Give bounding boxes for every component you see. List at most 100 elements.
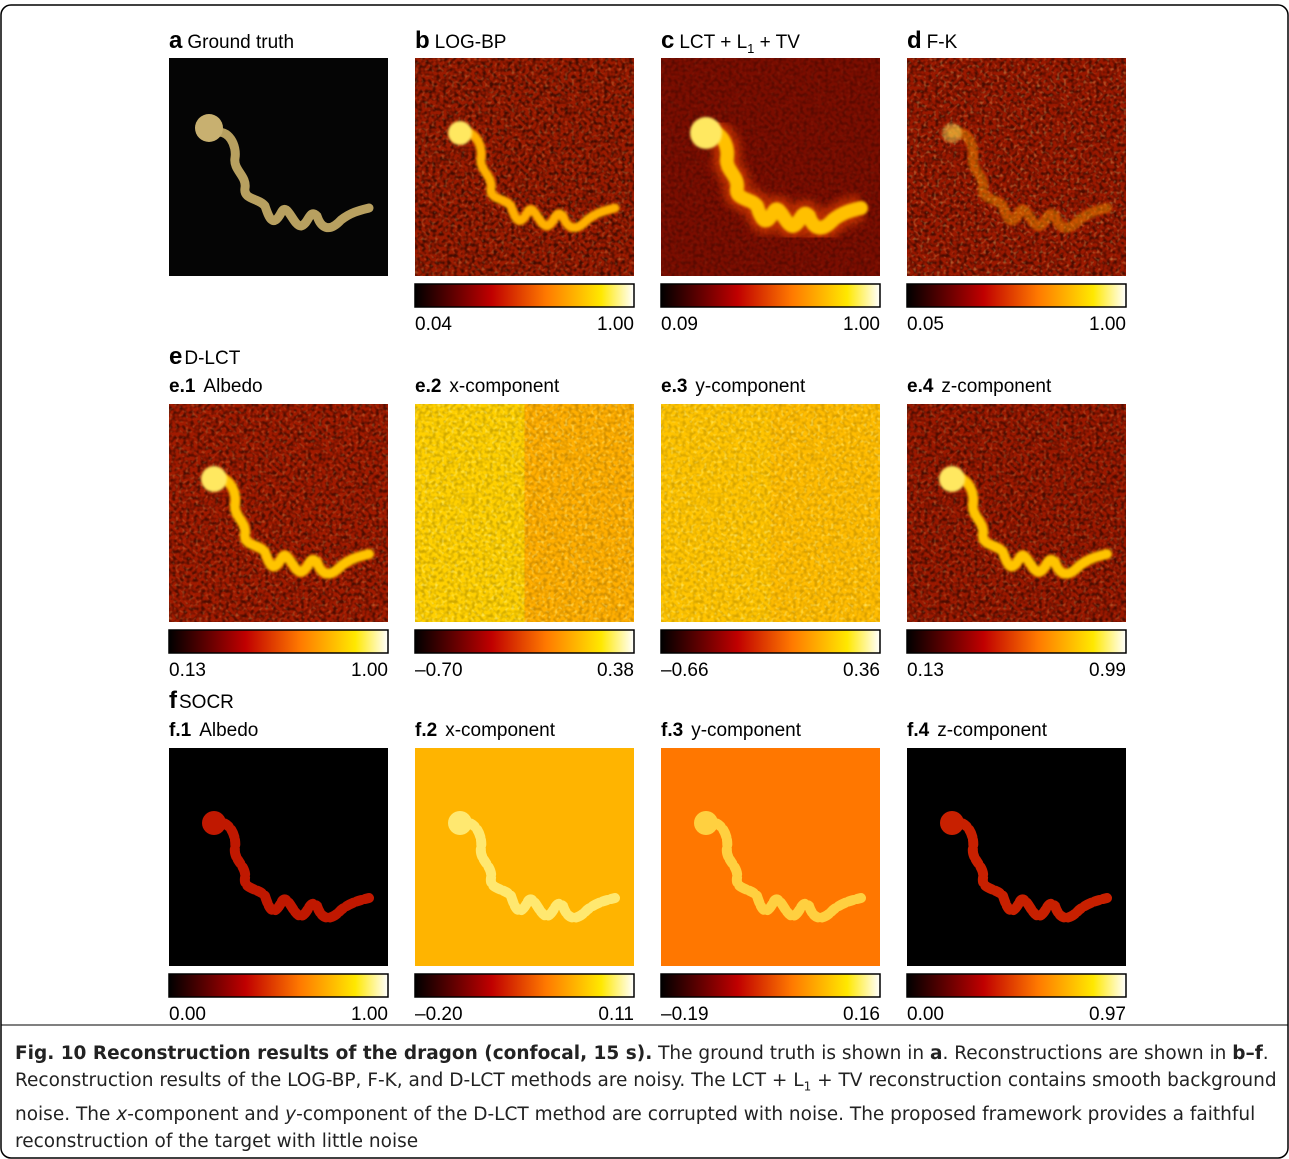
colorbar xyxy=(661,630,880,653)
colorbar-max-label: 1.00 xyxy=(843,314,880,335)
subpanel-label: f.4 xyxy=(907,720,930,741)
subpanel-title-text: x-component xyxy=(449,376,560,397)
image-noise xyxy=(661,404,880,622)
image xyxy=(907,748,1126,966)
image xyxy=(169,58,388,276)
subpanel-title: e.1 Albedo xyxy=(169,376,263,397)
caption-label: Fig. 10 Reconstruction results of the dr… xyxy=(15,1043,652,1064)
panel-title-sub: 1 xyxy=(747,41,754,56)
image-background xyxy=(661,748,880,966)
image xyxy=(907,404,1126,622)
colorbar xyxy=(415,630,634,653)
caption-text: b–f xyxy=(1232,1043,1263,1064)
subpanel-label: e.4 xyxy=(907,376,934,397)
colorbar-min-label: –0.66 xyxy=(661,660,709,681)
panel-letter: c xyxy=(661,27,674,54)
colorbar-max-label: 0.11 xyxy=(598,1004,634,1025)
image xyxy=(169,404,388,622)
caption-text: The ground truth is shown in xyxy=(652,1043,930,1064)
subpanel-title: e.3 y-component xyxy=(661,376,806,397)
colorbar-max-label: 1.00 xyxy=(597,314,634,335)
image-noise xyxy=(415,58,634,276)
colorbar-max-label: 0.36 xyxy=(843,660,880,681)
image-background xyxy=(907,748,1126,966)
colorbar-min-label: 0.13 xyxy=(907,660,944,681)
colorbar-min-label: 0.04 xyxy=(415,314,452,335)
image xyxy=(415,748,634,966)
page: aGround truthbLOG-BP0.041.00cLCT + L1 + … xyxy=(0,0,1289,1159)
colorbar-max-label: 0.16 xyxy=(843,1004,880,1025)
target-head xyxy=(942,123,962,143)
panel-title-text: Ground truth xyxy=(187,32,294,53)
colorbar-max-label: 0.38 xyxy=(597,660,634,681)
subpanel-title-text: z-component xyxy=(937,720,1048,741)
colorbar xyxy=(907,974,1126,997)
subpanel-label: e.2 xyxy=(415,376,441,397)
image-background xyxy=(415,748,634,966)
colorbar-max-label: 0.99 xyxy=(1089,660,1126,681)
colorbar-min-label: –0.19 xyxy=(661,1004,709,1025)
panel-letter: a xyxy=(169,27,183,54)
colorbar xyxy=(661,974,880,997)
colorbar-max-label: 1.00 xyxy=(351,660,388,681)
caption-text: -component and xyxy=(127,1104,285,1125)
target-head xyxy=(202,811,226,835)
subpanel-title-text: Albedo xyxy=(203,376,262,397)
caption-text: a xyxy=(930,1043,942,1064)
colorbar xyxy=(169,630,388,653)
target-head xyxy=(690,117,722,149)
image xyxy=(415,404,634,622)
image xyxy=(661,404,880,622)
target-head xyxy=(939,466,965,492)
colorbar-min-label: 0.00 xyxy=(907,1004,944,1025)
panel-title-text: LOG-BP xyxy=(435,32,507,53)
colorbar-min-label: 0.05 xyxy=(907,314,944,335)
image-noise xyxy=(661,58,880,276)
image xyxy=(415,58,634,276)
subpanel-label: f.1 xyxy=(169,720,192,741)
colorbar xyxy=(907,630,1126,653)
subpanel-title: f.1 Albedo xyxy=(169,720,258,741)
colorbar-min-label: 0.13 xyxy=(169,660,206,681)
image xyxy=(907,58,1126,276)
target-head xyxy=(448,811,472,835)
colorbar-max-label: 1.00 xyxy=(351,1004,388,1025)
colorbar xyxy=(169,974,388,997)
section-title: fSOCR xyxy=(169,687,234,714)
subpanel-title: e.2 x-component xyxy=(415,376,560,397)
subpanel-title-text: y-component xyxy=(695,376,806,397)
target-head xyxy=(694,811,718,835)
section-title-text: SOCR xyxy=(179,692,234,713)
colorbar-max-label: 1.00 xyxy=(1089,314,1126,335)
subpanel-label: e.3 xyxy=(661,376,687,397)
subpanel-label: f.2 xyxy=(415,720,437,741)
colorbar xyxy=(907,284,1126,307)
target-head xyxy=(940,811,964,835)
figure: aGround truthbLOG-BP0.041.00cLCT + L1 + … xyxy=(0,0,1289,1159)
panel-letter: b xyxy=(415,27,430,54)
panel-title-text: F-K xyxy=(927,32,958,53)
target-head xyxy=(201,466,227,492)
image-background xyxy=(169,748,388,966)
panel-title-text: LCT + L xyxy=(679,32,747,53)
image xyxy=(661,58,880,276)
colorbar xyxy=(415,284,634,307)
image-noise xyxy=(907,58,1126,276)
caption-text: y xyxy=(285,1104,296,1125)
colorbar xyxy=(415,974,634,997)
colorbar-max-label: 0.97 xyxy=(1089,1004,1126,1025)
colorbar-min-label: –0.20 xyxy=(415,1004,463,1025)
panel-title-text: + TV xyxy=(754,32,800,53)
colorbar-min-label: –0.70 xyxy=(415,660,463,681)
colorbar xyxy=(661,284,880,307)
image-noise xyxy=(415,404,634,622)
colorbar-min-label: 0.00 xyxy=(169,1004,206,1025)
subpanel-title-text: Albedo xyxy=(199,720,258,741)
subpanel-label: e.1 xyxy=(169,376,196,397)
